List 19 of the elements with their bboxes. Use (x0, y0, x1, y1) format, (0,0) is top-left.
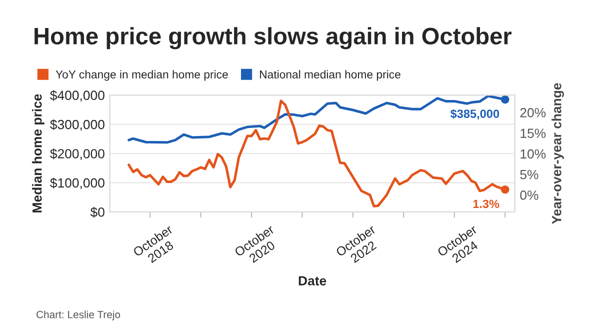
legend-label: YoY change in median home price (56, 70, 228, 81)
y2-tick-label: 20% (520, 108, 546, 118)
y2-tick-label: 0% (520, 190, 538, 200)
y-tick-label: $200,000 (50, 148, 104, 160)
x-axis-title: Date (298, 276, 326, 286)
y2-tick-label: 15% (520, 128, 546, 138)
annotation: 1.3% (473, 200, 500, 208)
y-tick-label: $100,000 (50, 178, 104, 190)
legend-label: National median home price (260, 70, 400, 81)
y2-tick-label: 10% (520, 149, 546, 159)
annotation: $385,000 (450, 109, 500, 120)
chart-title: Home price growth slows again in October (34, 27, 512, 50)
y-tick-label: $400,000 (50, 90, 104, 102)
y2-tick-label: 5% (520, 170, 538, 180)
y-axis-title: Median home price (32, 94, 44, 212)
text: Chart: Leslie Trejo (36, 310, 120, 320)
y-tick-label: $300,000 (50, 119, 104, 131)
y-tick-label: $0 (90, 206, 104, 218)
y2-axis-title: Year-over-year change (552, 83, 564, 224)
